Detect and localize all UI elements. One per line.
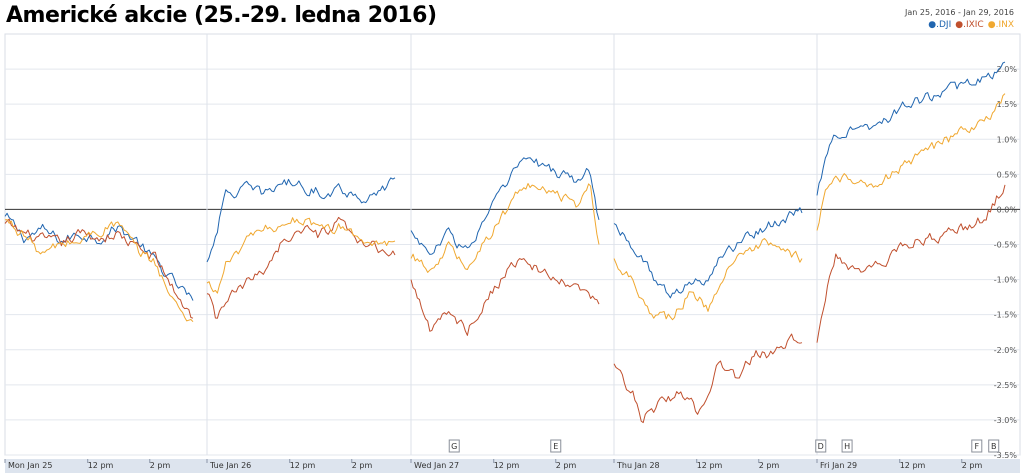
x-axis-band [5, 459, 1020, 473]
x-tick-label: Thu Jan 28 [616, 461, 660, 470]
series-line-segment [4, 219, 194, 323]
legend-item-inx: ●.INX [988, 20, 1014, 30]
series-line-segment [816, 61, 1006, 196]
legend-label: .DJI [936, 20, 952, 30]
legend-item-ixic: ●.IXIC [955, 20, 983, 30]
series-line-segment [410, 258, 600, 336]
event-flag-label: G [451, 442, 457, 451]
y-tick-label: -0.5% [994, 241, 1018, 250]
legend-dot-icon: ● [987, 20, 996, 30]
x-tick-label: 12 pm [290, 461, 316, 470]
y-tick-label: -1.0% [994, 276, 1018, 285]
y-tick-label: 2.0% [997, 65, 1018, 74]
event-flag-label: H [844, 442, 850, 451]
x-tick-label: 12 pm [900, 461, 926, 470]
series-line-segment [613, 333, 803, 424]
event-flag-b: B [988, 439, 1000, 453]
series-ixic [4, 184, 1006, 424]
date-range-end: Jan 29, 2016 [963, 8, 1015, 17]
event-flag-box [815, 439, 827, 453]
event-flag-box [448, 439, 460, 453]
event-flag-d: D [815, 439, 827, 453]
series-line-segment [613, 238, 803, 321]
event-flag-label: F [974, 442, 979, 451]
event-flag-box [550, 439, 562, 453]
x-tick-label: 2 pm [556, 461, 577, 470]
y-tick-label: 0.5% [997, 170, 1018, 179]
x-tick-label: Wed Jan 27 [414, 461, 459, 470]
series-line-segment [206, 216, 396, 319]
legend-dot-icon: ● [928, 20, 937, 30]
series-dji [4, 61, 1006, 301]
y-tick-label: -3.0% [994, 416, 1018, 425]
series-line-segment [613, 207, 803, 299]
event-flag-box [971, 439, 983, 453]
series-line-segment [4, 218, 194, 319]
legend-item-dji: ●.DJI [928, 20, 951, 30]
y-tick-label: -2.0% [994, 346, 1018, 355]
series-line-segment [816, 184, 1006, 343]
series-line-segment [4, 212, 194, 301]
series-line-segment [816, 93, 1006, 231]
series-line-segment [206, 217, 396, 294]
event-flag-e: E [550, 439, 562, 453]
y-tick-label: 1.0% [997, 135, 1018, 144]
event-flag-f: F [971, 439, 983, 453]
event-flag-g: G [448, 439, 460, 453]
x-tick-label: Fri Jan 29 [820, 461, 857, 470]
event-flag-box [988, 439, 1000, 453]
y-tick-label: -3.5% [994, 451, 1018, 460]
x-tick-label: 12 pm [88, 461, 114, 470]
chart-legend: ●.DJI ●.IXIC ●.INX [924, 20, 1014, 30]
event-flag-label: D [818, 442, 824, 451]
x-tick-label: 2 pm [352, 461, 373, 470]
date-range-separator: - [955, 8, 964, 17]
date-range: Jan 25, 2016 - Jan 29, 2016 [905, 8, 1014, 17]
legend-dot-icon: ● [955, 20, 964, 30]
x-tick-label: 12 pm [494, 461, 520, 470]
y-tick-label: 1.5% [997, 100, 1018, 109]
y-tick-label: -1.5% [994, 311, 1018, 320]
legend-label: .INX [995, 20, 1014, 30]
legend-label: .IXIC [963, 20, 984, 30]
event-flag-box [841, 439, 853, 453]
series-inx [4, 93, 1006, 323]
x-tick-label: 2 pm [150, 461, 171, 470]
series-line-segment [410, 157, 600, 255]
x-tick-label: Mon Jan 25 [8, 461, 52, 470]
y-tick-label: 0.0% [997, 205, 1018, 214]
x-tick-label: Tue Jan 26 [209, 461, 251, 470]
event-flag-label: E [553, 442, 558, 451]
event-flag-h: H [841, 439, 853, 453]
x-tick-label: 2 pm [962, 461, 983, 470]
series-line-segment [410, 183, 600, 273]
x-tick-label: 2 pm [759, 461, 780, 470]
chart-title: Americké akcie (25.-29. ledna 2016) [6, 3, 437, 28]
y-tick-label: -2.5% [994, 381, 1018, 390]
x-tick-label: 12 pm [697, 461, 723, 470]
date-range-start: Jan 25, 2016 [905, 8, 956, 17]
series-line-segment [206, 177, 396, 263]
event-flag-label: B [991, 442, 997, 451]
